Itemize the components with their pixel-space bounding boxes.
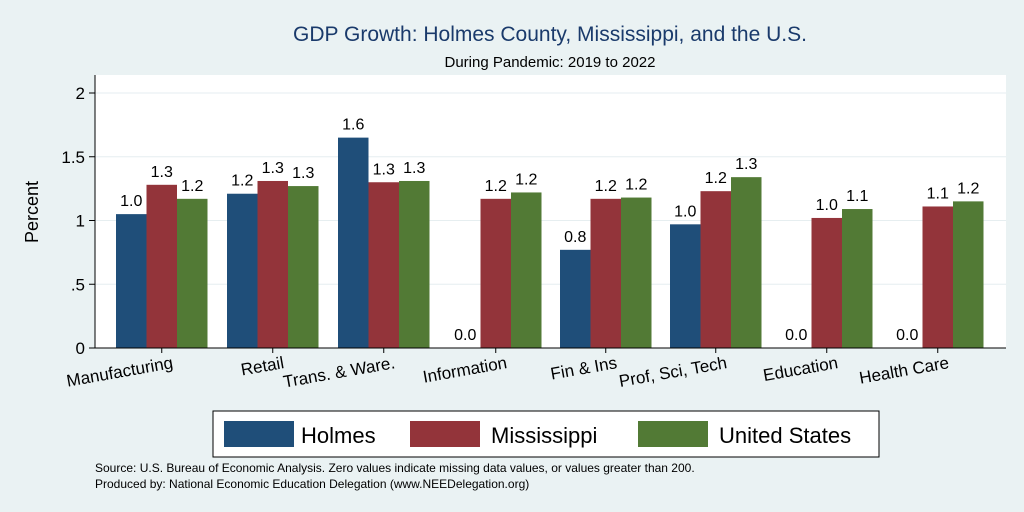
data-label: 1.0 bbox=[816, 197, 838, 214]
data-label: 1.3 bbox=[373, 161, 395, 178]
bar-mississippi bbox=[922, 206, 953, 348]
data-label: 1.3 bbox=[292, 165, 314, 182]
data-label: 1.3 bbox=[262, 160, 284, 177]
data-label: 1.2 bbox=[595, 178, 617, 195]
data-label: 1.6 bbox=[342, 117, 364, 134]
bar-united-states bbox=[842, 209, 873, 348]
bar-mississippi bbox=[146, 184, 177, 348]
y-tick-label: .5 bbox=[71, 275, 85, 294]
data-label: 1.2 bbox=[705, 170, 727, 187]
bar-mississippi bbox=[480, 198, 511, 348]
bar-united-states bbox=[399, 180, 430, 348]
bar-united-states bbox=[621, 197, 652, 348]
data-label: 1.3 bbox=[735, 156, 757, 173]
data-label: 1.2 bbox=[625, 177, 647, 194]
bar-holmes bbox=[116, 214, 147, 348]
data-label: 1.2 bbox=[515, 171, 537, 188]
data-label: 1.0 bbox=[120, 193, 142, 210]
y-tick-label: 1 bbox=[76, 212, 85, 231]
data-label: 1.0 bbox=[674, 203, 696, 220]
data-label: 1.1 bbox=[846, 188, 868, 205]
legend-label: Holmes bbox=[301, 423, 376, 448]
bar-mississippi bbox=[257, 180, 288, 348]
x-tick-label: Prof, Sci, Tech bbox=[618, 353, 729, 391]
bar-holmes bbox=[338, 137, 369, 348]
bar-united-states bbox=[511, 192, 542, 348]
x-tick-label: Health Care bbox=[858, 353, 951, 387]
data-label: 1.2 bbox=[181, 178, 203, 195]
x-tick-label: Education bbox=[762, 353, 840, 385]
data-label: 1.3 bbox=[151, 164, 173, 181]
legend-box bbox=[212, 410, 880, 458]
x-tick-label: Information bbox=[421, 353, 508, 386]
data-label: 1.3 bbox=[403, 160, 425, 177]
y-axis-label: Percent bbox=[22, 181, 42, 243]
x-tick-label: Fin & Ins bbox=[549, 353, 618, 383]
y-tick-label: 0 bbox=[76, 339, 85, 358]
y-tick-label: 1.5 bbox=[61, 148, 85, 167]
chart-title: GDP Growth: Holmes County, Mississippi, … bbox=[293, 23, 807, 46]
bar-holmes bbox=[670, 224, 701, 348]
bar-holmes bbox=[227, 193, 258, 348]
data-label: 1.2 bbox=[231, 173, 253, 190]
bar-united-states bbox=[731, 177, 762, 348]
legend-swatch-holmes bbox=[224, 421, 294, 447]
data-label: 0.0 bbox=[896, 327, 918, 344]
produced-by-note: Produced by: National Economic Education… bbox=[95, 477, 529, 491]
data-label: 1.1 bbox=[927, 185, 949, 202]
x-tick-label: Trans. & Ware. bbox=[282, 353, 397, 391]
legend-swatch-mississippi bbox=[410, 421, 480, 447]
x-tick-label: Retail bbox=[239, 353, 285, 379]
legend-swatch-united-states bbox=[638, 421, 708, 447]
bar-holmes bbox=[560, 249, 591, 348]
bar-united-states bbox=[953, 201, 984, 348]
bar-united-states bbox=[288, 186, 319, 348]
bar-mississippi bbox=[368, 182, 399, 348]
bar-mississippi bbox=[811, 217, 842, 348]
data-label: 1.2 bbox=[485, 178, 507, 195]
bar-mississippi bbox=[700, 191, 731, 348]
source-note: Source: U.S. Bureau of Economic Analysis… bbox=[95, 461, 695, 475]
data-label: 1.2 bbox=[957, 180, 979, 197]
data-label: 0.8 bbox=[564, 229, 586, 246]
data-label: 0.0 bbox=[454, 327, 476, 344]
bar-mississippi bbox=[590, 198, 621, 348]
data-label: 0.0 bbox=[785, 327, 807, 344]
x-tick-label: Manufacturing bbox=[65, 353, 174, 390]
legend-label: United States bbox=[719, 423, 851, 448]
bar-united-states bbox=[177, 198, 208, 348]
chart-subtitle: During Pandemic: 2019 to 2022 bbox=[445, 54, 656, 71]
legend-label: Mississippi bbox=[491, 423, 597, 448]
y-tick-label: 2 bbox=[76, 84, 85, 103]
